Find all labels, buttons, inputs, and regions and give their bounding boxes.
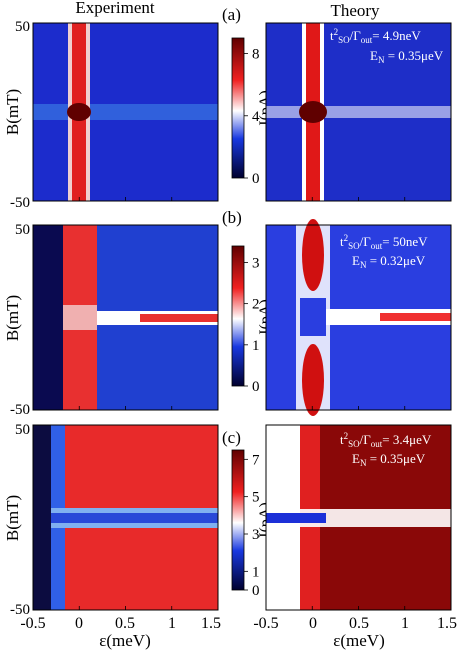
panel-b-exp-mid — [63, 305, 97, 330]
panel-c-colorbar — [231, 449, 245, 591]
panel-c-ratio: t2SO/Γout= 3.4μeV — [340, 431, 432, 449]
panel-a-ytick-top: 50 — [15, 19, 30, 35]
xtick-right-1: 0 — [309, 615, 317, 632]
xtick-right-0: -0.5 — [253, 615, 278, 632]
xtick-right-2: 0.5 — [349, 615, 369, 632]
xtick-left-2: 0.5 — [115, 615, 135, 632]
panel-c-exp-left-dark — [33, 425, 51, 610]
panel-b-ytick-bottom: -50 — [10, 402, 30, 418]
panel-a-ytick-bottom: -50 — [10, 195, 30, 211]
xlabel-left: ε(meV) — [99, 631, 151, 650]
panel-b-theory-stripe-core — [380, 313, 451, 321]
panel-a-colorbar — [231, 37, 245, 179]
panel-a-colorbar-ticks: 8 4 0 — [244, 47, 260, 187]
panel-b-ratio: t2SO/Γout= 50neV — [340, 233, 428, 251]
panel-b-en: EN = 0.32μeV — [352, 253, 426, 270]
panel-b-colorbar — [231, 245, 245, 387]
panel-b-exp-line-bottom — [63, 330, 97, 410]
panel-a-exp-heatmap — [33, 23, 218, 201]
panel-b-colorbar-ticks: 3 2 1 0 — [244, 255, 260, 395]
xlabel-right: ε(meV) — [333, 631, 385, 650]
panel-a-exp-stripe — [33, 104, 218, 120]
colorbar-tick-label-a-1: 4 — [252, 109, 260, 125]
xtick-left-1: 0 — [75, 615, 83, 632]
xtick-right-3: 1 — [401, 615, 409, 632]
header-experiment: Experiment — [75, 0, 155, 17]
header-theory: Theory — [330, 1, 380, 20]
panel-b-exp-left-dark — [33, 225, 63, 410]
panel-a-ratio: t2SO/Γout= 4.9neV — [330, 27, 421, 45]
panel-c-ylabel: B(mT) — [3, 495, 22, 541]
xtick-left-3: 1 — [168, 615, 176, 632]
panel-a-theory-peak — [299, 101, 327, 123]
panel-c-ytick-bottom: -50 — [10, 602, 30, 618]
xtick-right-4: 1.5 — [437, 615, 457, 632]
xtick-left-0: -0.5 — [20, 615, 45, 632]
panel-b-ytick-top: 50 — [15, 222, 30, 238]
panel-b-theory-center — [300, 298, 326, 336]
colorbar-tick-label-c-3: 1 — [252, 564, 260, 580]
panel-c-colorbar-ticks: 7 5 3 1 0 — [244, 452, 260, 599]
panel-c-letter: (c) — [222, 428, 241, 447]
colorbar-tick-label-b-2: 1 — [252, 338, 260, 354]
panel-a-theory-stripe — [266, 106, 451, 118]
panel-b-letter: (b) — [222, 208, 242, 227]
panel-c-exp-stripe-core — [51, 513, 218, 523]
panel-c-ytick-top: 50 — [15, 422, 30, 438]
colorbar-tick-label-c-1: 5 — [252, 490, 260, 506]
colorbar-tick-label-b-1: 2 — [252, 297, 260, 313]
colorbar-tick-label-b-3: 0 — [252, 379, 260, 395]
panel-b-exp-line-top — [63, 225, 97, 305]
panel-a: 840 I(pA) — [33, 23, 451, 201]
panel-a-letter: (a) — [222, 5, 241, 24]
colorbar-tick-label-c-2: 3 — [252, 527, 260, 543]
panel-a-en: EN = 0.35μeV — [370, 48, 444, 65]
panel-b-theory-lobe-top — [302, 219, 324, 291]
colorbar-tick-label-a-2: 0 — [252, 171, 260, 187]
axes-layer — [32, 22, 452, 611]
xtick-left-4: 1.5 — [201, 615, 221, 632]
panel-b-theory-lobe-bottom — [302, 344, 324, 416]
panel-b-exp-stripe-core — [140, 314, 218, 322]
colorbar-tick-label-a-0: 8 — [252, 47, 260, 63]
panel-a-ylabel: B(mT) — [3, 89, 22, 135]
panel-a-exp-peak — [67, 103, 91, 121]
panel-c-en: EN = 0.35μeV — [352, 451, 426, 468]
colorbar-tick-label-b-0: 3 — [252, 255, 260, 271]
panel-c-theory-stripe-core — [266, 513, 326, 523]
panel-b-ylabel: B(mT) — [3, 295, 22, 341]
colorbar-tick-label-c-0: 7 — [252, 452, 260, 468]
colorbar-tick-label-c-4: 0 — [252, 583, 260, 599]
